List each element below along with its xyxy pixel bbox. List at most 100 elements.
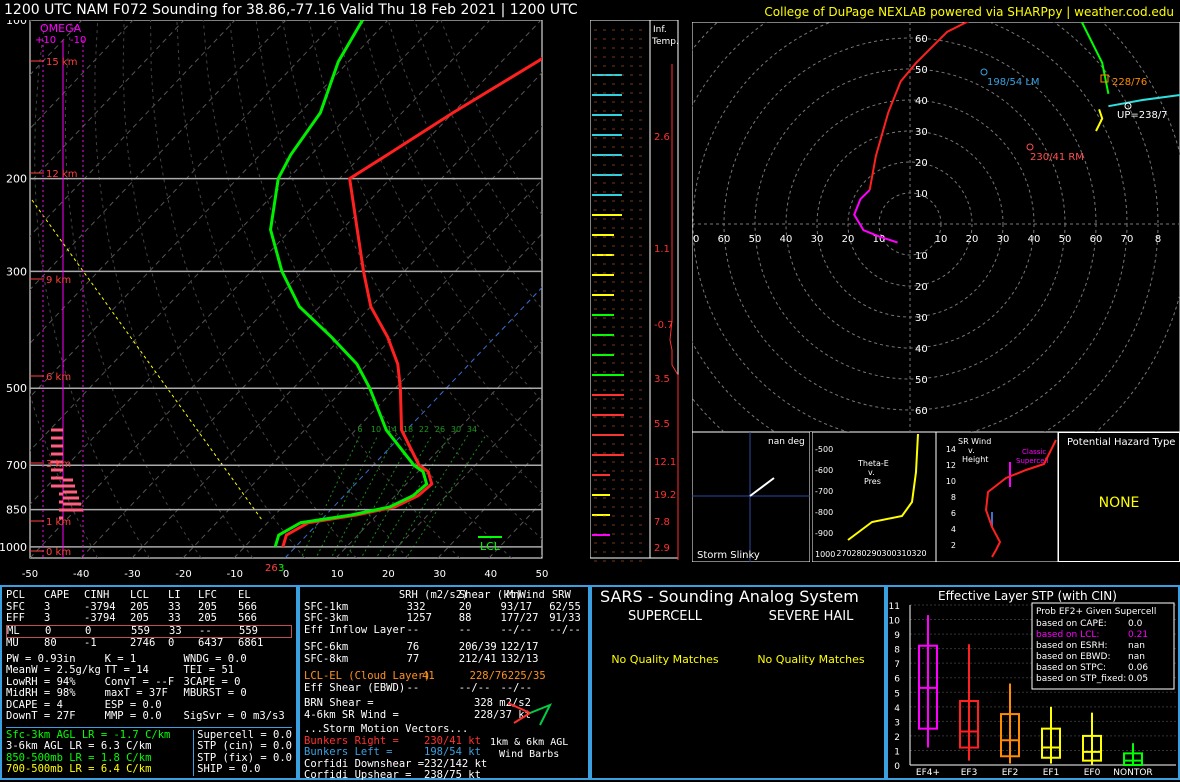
dewpoint-trace xyxy=(269,20,429,548)
parcel-table: PCL CAPE CINH LCL LI LFC EL SFC 3 -3794 205 33 205 56… xyxy=(6,589,292,650)
cell: WNDG = 0.0 xyxy=(183,652,247,665)
hodograph-x-label: 50 xyxy=(1059,234,1072,245)
theta-x-label: 320 xyxy=(911,549,926,558)
cell: -- xyxy=(406,681,420,694)
cell: LCL-EL (Cloud Layer) xyxy=(304,670,431,682)
theta-frame xyxy=(812,432,936,562)
omega-label: OMEGA xyxy=(40,22,82,35)
inftemp-value: 1.1 xyxy=(654,244,670,255)
cell: 0 xyxy=(168,637,175,649)
axis-labels: 100 200 300 500 700 850 1000 -50 -40 -30 -20 -10 0 10… xyxy=(0,20,548,580)
mixing-ratio-label: 6 xyxy=(357,425,362,434)
stp-y-label: 7 xyxy=(894,660,900,670)
stp-y-label: 6 xyxy=(894,675,900,685)
temp-label: -50 xyxy=(22,569,38,580)
hodograph-segment-mid xyxy=(868,22,970,191)
stp-y-label: 10 xyxy=(889,617,901,627)
storm-slinky: nan deg Storm Slinky xyxy=(692,432,810,562)
dry-adiabat xyxy=(255,20,542,540)
stp-y-label: 5 xyxy=(894,689,900,699)
isotherm-line xyxy=(30,20,32,22)
dry-adiabat xyxy=(281,20,542,494)
cell: PCL xyxy=(6,589,25,601)
cell: SFC xyxy=(6,600,25,613)
isotherm-line xyxy=(80,72,542,558)
cell: LowRH = 94% xyxy=(6,675,76,688)
cell: MnWind xyxy=(506,589,545,601)
theta-y-label: -700 xyxy=(815,487,833,496)
hodograph-segment-extra xyxy=(1108,93,1180,108)
chart-title: 1200 UTC NAM F072 Sounding for 38.86,-77… xyxy=(4,2,578,18)
hodograph-y-label: 50 xyxy=(915,375,928,386)
cell: K = 1 xyxy=(104,652,137,665)
cell: CINH xyxy=(84,589,110,601)
stp-y-label: 1 xyxy=(894,747,900,757)
hazard-panel: Potential Hazard Type NONE xyxy=(1058,432,1180,562)
prob-row-label: based on STPC: xyxy=(1036,663,1106,673)
cell: 206/39 xyxy=(458,641,497,653)
hodograph-labels: 70 60 50 40 30 20 10 10 20 30 40 50 60 70 8 60 50 40 30 20 1… xyxy=(692,22,1180,417)
mean-label: 228/76 xyxy=(1112,77,1147,88)
hodograph-x-label: 8 xyxy=(1155,234,1161,245)
height-label: 15 km xyxy=(46,57,77,68)
param-row: MeanW = 2.5g/kg TT = 14 TEI = 51 xyxy=(6,664,292,677)
cell: CAPE xyxy=(44,589,70,601)
hodograph-x-label: 60 xyxy=(718,234,731,245)
param-row: LowRH = 94% ConvT = --F 3CAPE = 0 xyxy=(6,675,292,689)
stp-y-label: 9 xyxy=(894,631,900,641)
theta-title2: v. xyxy=(868,468,875,477)
cell: 33 xyxy=(169,624,182,637)
height-label: 9 km xyxy=(46,275,71,286)
hazard-title: Potential Hazard Type xyxy=(1067,437,1176,448)
prob-row-value: 0.0 xyxy=(1128,619,1143,629)
cell: 566 xyxy=(238,612,257,624)
cell: SFC-1km xyxy=(304,600,349,613)
cell: 20 xyxy=(458,600,472,613)
stp-category-label: EF0 xyxy=(1084,768,1101,777)
temp-label: 10 xyxy=(331,569,344,580)
inferred-temp-panel: Inf. Temp. 2.61.1-0.73.55.512.119.27.82.… xyxy=(590,20,679,562)
cell: 198/54 kt xyxy=(424,746,481,758)
inftemp-value: 19.2 xyxy=(654,490,676,501)
stp-category-label: NONTOR xyxy=(1113,768,1152,777)
sfc-dew-label: 3 xyxy=(278,563,284,574)
lcl-label: LCL xyxy=(480,540,501,553)
motion-title: ...Storm Motion Vectors... xyxy=(304,723,469,735)
barb-label-line2: Wind Barbs xyxy=(499,748,560,760)
parcel-header-row: PCL CAPE CINH LCL LI LFC EL xyxy=(6,589,292,602)
slinky-vector xyxy=(749,477,775,497)
cell: PW = 0.93in xyxy=(6,652,76,665)
mixing-ratio-line xyxy=(330,434,397,558)
inftemp-trace xyxy=(669,64,679,560)
mixing-ratio-line xyxy=(300,434,361,558)
cell: 205 xyxy=(130,600,149,613)
isotherm-line xyxy=(233,233,542,558)
param-table: PW = 0.93in K = 1 WNDG = 0.0 MeanW = 2.5g/k… xyxy=(6,652,292,723)
temp-label: -10 xyxy=(227,569,243,580)
cell: -3794 xyxy=(84,600,116,613)
hodograph: 70 60 50 40 30 20 10 10 20 30 40 50 60 70 8 60 50 40 30 20 1… xyxy=(692,22,1180,432)
hodograph-y-label: 10 xyxy=(915,189,928,200)
cell: Shear (kt) xyxy=(458,589,523,601)
cell xyxy=(549,654,584,666)
motion-row: Corfidi Upshear = 238/75 kt xyxy=(304,769,584,782)
hodograph-x-label: 70 xyxy=(1121,234,1134,245)
pressure-label: 300 xyxy=(6,265,27,278)
parcel-row: EFF 3 -3794 205 33 205 566 xyxy=(6,612,292,625)
cell: 62/55 xyxy=(549,600,581,613)
lm-label: 198/54 LM xyxy=(987,77,1040,88)
omega-plus: +10 xyxy=(35,35,56,46)
prob-box-title: Prob EF2+ Given Supercell xyxy=(1036,607,1156,617)
cell: TT = 14 xyxy=(104,664,149,676)
parcel-panel: PCL CAPE CINH LCL LI LFC EL SFC 3 -3794 205 33 205 56… xyxy=(0,585,298,780)
motion-row: Bunkers Right = 230/41 kt xyxy=(304,735,584,748)
hodograph-segment-top xyxy=(1095,108,1104,132)
lapse-rate-list: Sfc-3km AGL LR = -1.7 C/km 3-6km AGL LR =… xyxy=(6,729,193,776)
cell: --/-- xyxy=(458,681,491,694)
srw-y-label: 2 xyxy=(951,541,956,550)
cell: DownT = 27F xyxy=(6,710,76,722)
inftemp-value: 2.9 xyxy=(654,543,670,554)
cell: Corfidi Upshear = xyxy=(304,769,412,781)
temp-label: 30 xyxy=(433,569,446,580)
pressure-label: 1000 xyxy=(0,541,27,554)
